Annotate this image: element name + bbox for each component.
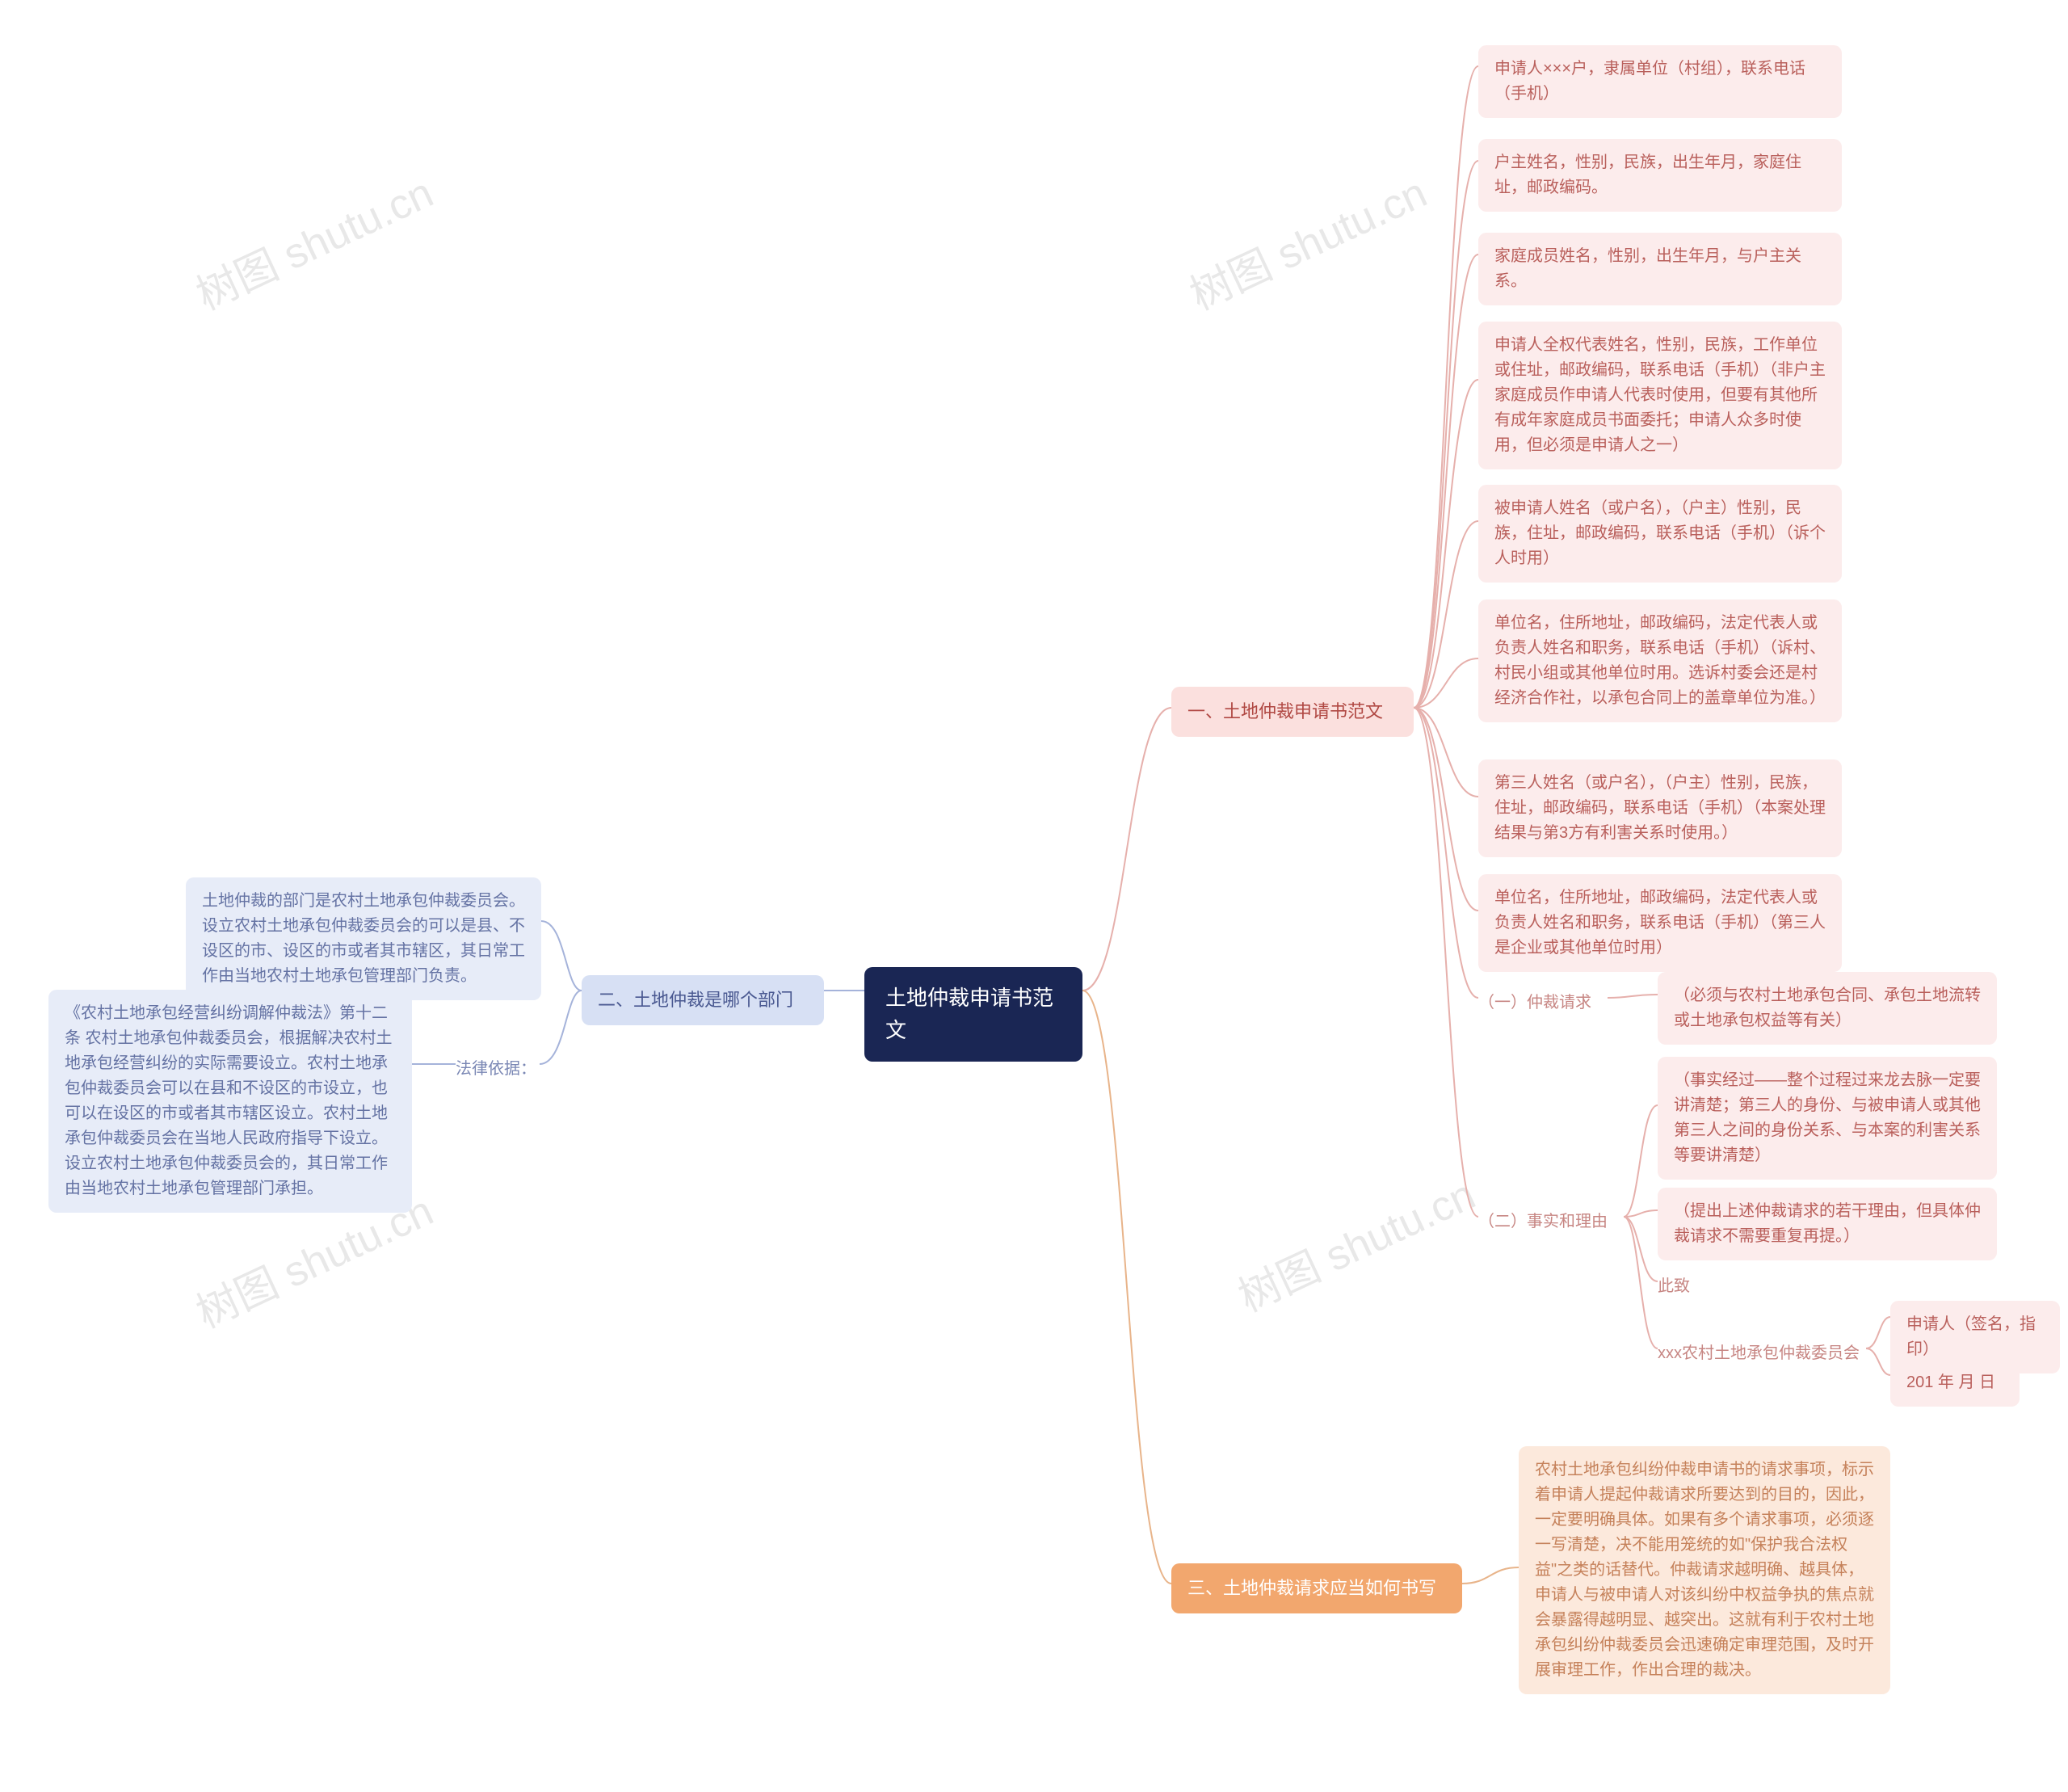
s1-leaf[interactable]: （事实经过——整个过程过来龙去脉一定要讲清楚；第三人的身份、与被申请人或其他第三…	[1658, 1057, 1997, 1180]
section-3[interactable]: 三、土地仲裁请求应当如何书写	[1171, 1563, 1462, 1613]
section-1[interactable]: 一、土地仲裁申请书范文	[1171, 687, 1414, 737]
s1-leaf[interactable]: 单位名，住所地址，邮政编码，法定代表人或负责人姓名和职务，联系电话（手机）（诉村…	[1478, 599, 1842, 722]
s1-leaf[interactable]: 申请人×××户，隶属单位（村组），联系电话（手机）	[1478, 45, 1842, 118]
s1-label-cizhi[interactable]: 此致	[1658, 1272, 1690, 1296]
s1-label-request[interactable]: （一）仲裁请求	[1478, 989, 1591, 1012]
s1-leaf[interactable]: 单位名，住所地址，邮政编码，法定代表人或负责人姓名和职务，联系电话（手机）（第三…	[1478, 874, 1842, 972]
s1-leaf[interactable]: 201 年 月 日	[1890, 1359, 2020, 1407]
s1-leaf[interactable]: 户主姓名，性别，民族，出生年月，家庭住址，邮政编码。	[1478, 139, 1842, 212]
s1-leaf[interactable]: 家庭成员姓名，性别，出生年月，与户主关系。	[1478, 233, 1842, 305]
s2-label-legal[interactable]: 法律依据：	[456, 1055, 536, 1079]
root-node[interactable]: 土地仲裁申请书范文	[864, 967, 1082, 1062]
s2-leaf[interactable]: 《农村土地承包经营纠纷调解仲裁法》第十二条 农村土地承包仲裁委员会，根据解决农村…	[48, 990, 412, 1213]
watermark: 树图 shutu.cn	[1179, 159, 1435, 322]
s1-leaf[interactable]: 第三人姓名（或户名），（户主）性别，民族，住址，邮政编码，联系电话（手机）（本案…	[1478, 759, 1842, 857]
watermark: 树图 shutu.cn	[185, 159, 441, 322]
s3-leaf[interactable]: 农村土地承包纠纷仲裁申请书的请求事项，标示着申请人提起仲裁请求所要达到的目的，因…	[1519, 1446, 1890, 1694]
s2-leaf[interactable]: 土地仲裁的部门是农村土地承包仲裁委员会。设立农村土地承包仲裁委员会的可以是县、不…	[186, 877, 541, 1000]
s1-leaf[interactable]: 申请人全权代表姓名，性别，民族，工作单位或住址，邮政编码，联系电话（手机）（非户…	[1478, 322, 1842, 469]
s1-label-facts[interactable]: （二）事实和理由	[1478, 1208, 1608, 1231]
s1-label-committee[interactable]: xxx农村土地承包仲裁委员会	[1658, 1340, 1860, 1363]
section-2[interactable]: 二、土地仲裁是哪个部门	[582, 975, 824, 1025]
watermark: 树图 shutu.cn	[1227, 1161, 1483, 1323]
s1-leaf[interactable]: （提出上述仲裁请求的若干理由，但具体仲裁请求不需要重复再提。）	[1658, 1188, 1997, 1260]
s1-leaf[interactable]: 被申请人姓名（或户名），（户主）性别，民族，住址，邮政编码，联系电话（手机）（诉…	[1478, 485, 1842, 583]
s1-leaf[interactable]: （必须与农村土地承包合同、承包土地流转或土地承包权益等有关）	[1658, 972, 1997, 1045]
